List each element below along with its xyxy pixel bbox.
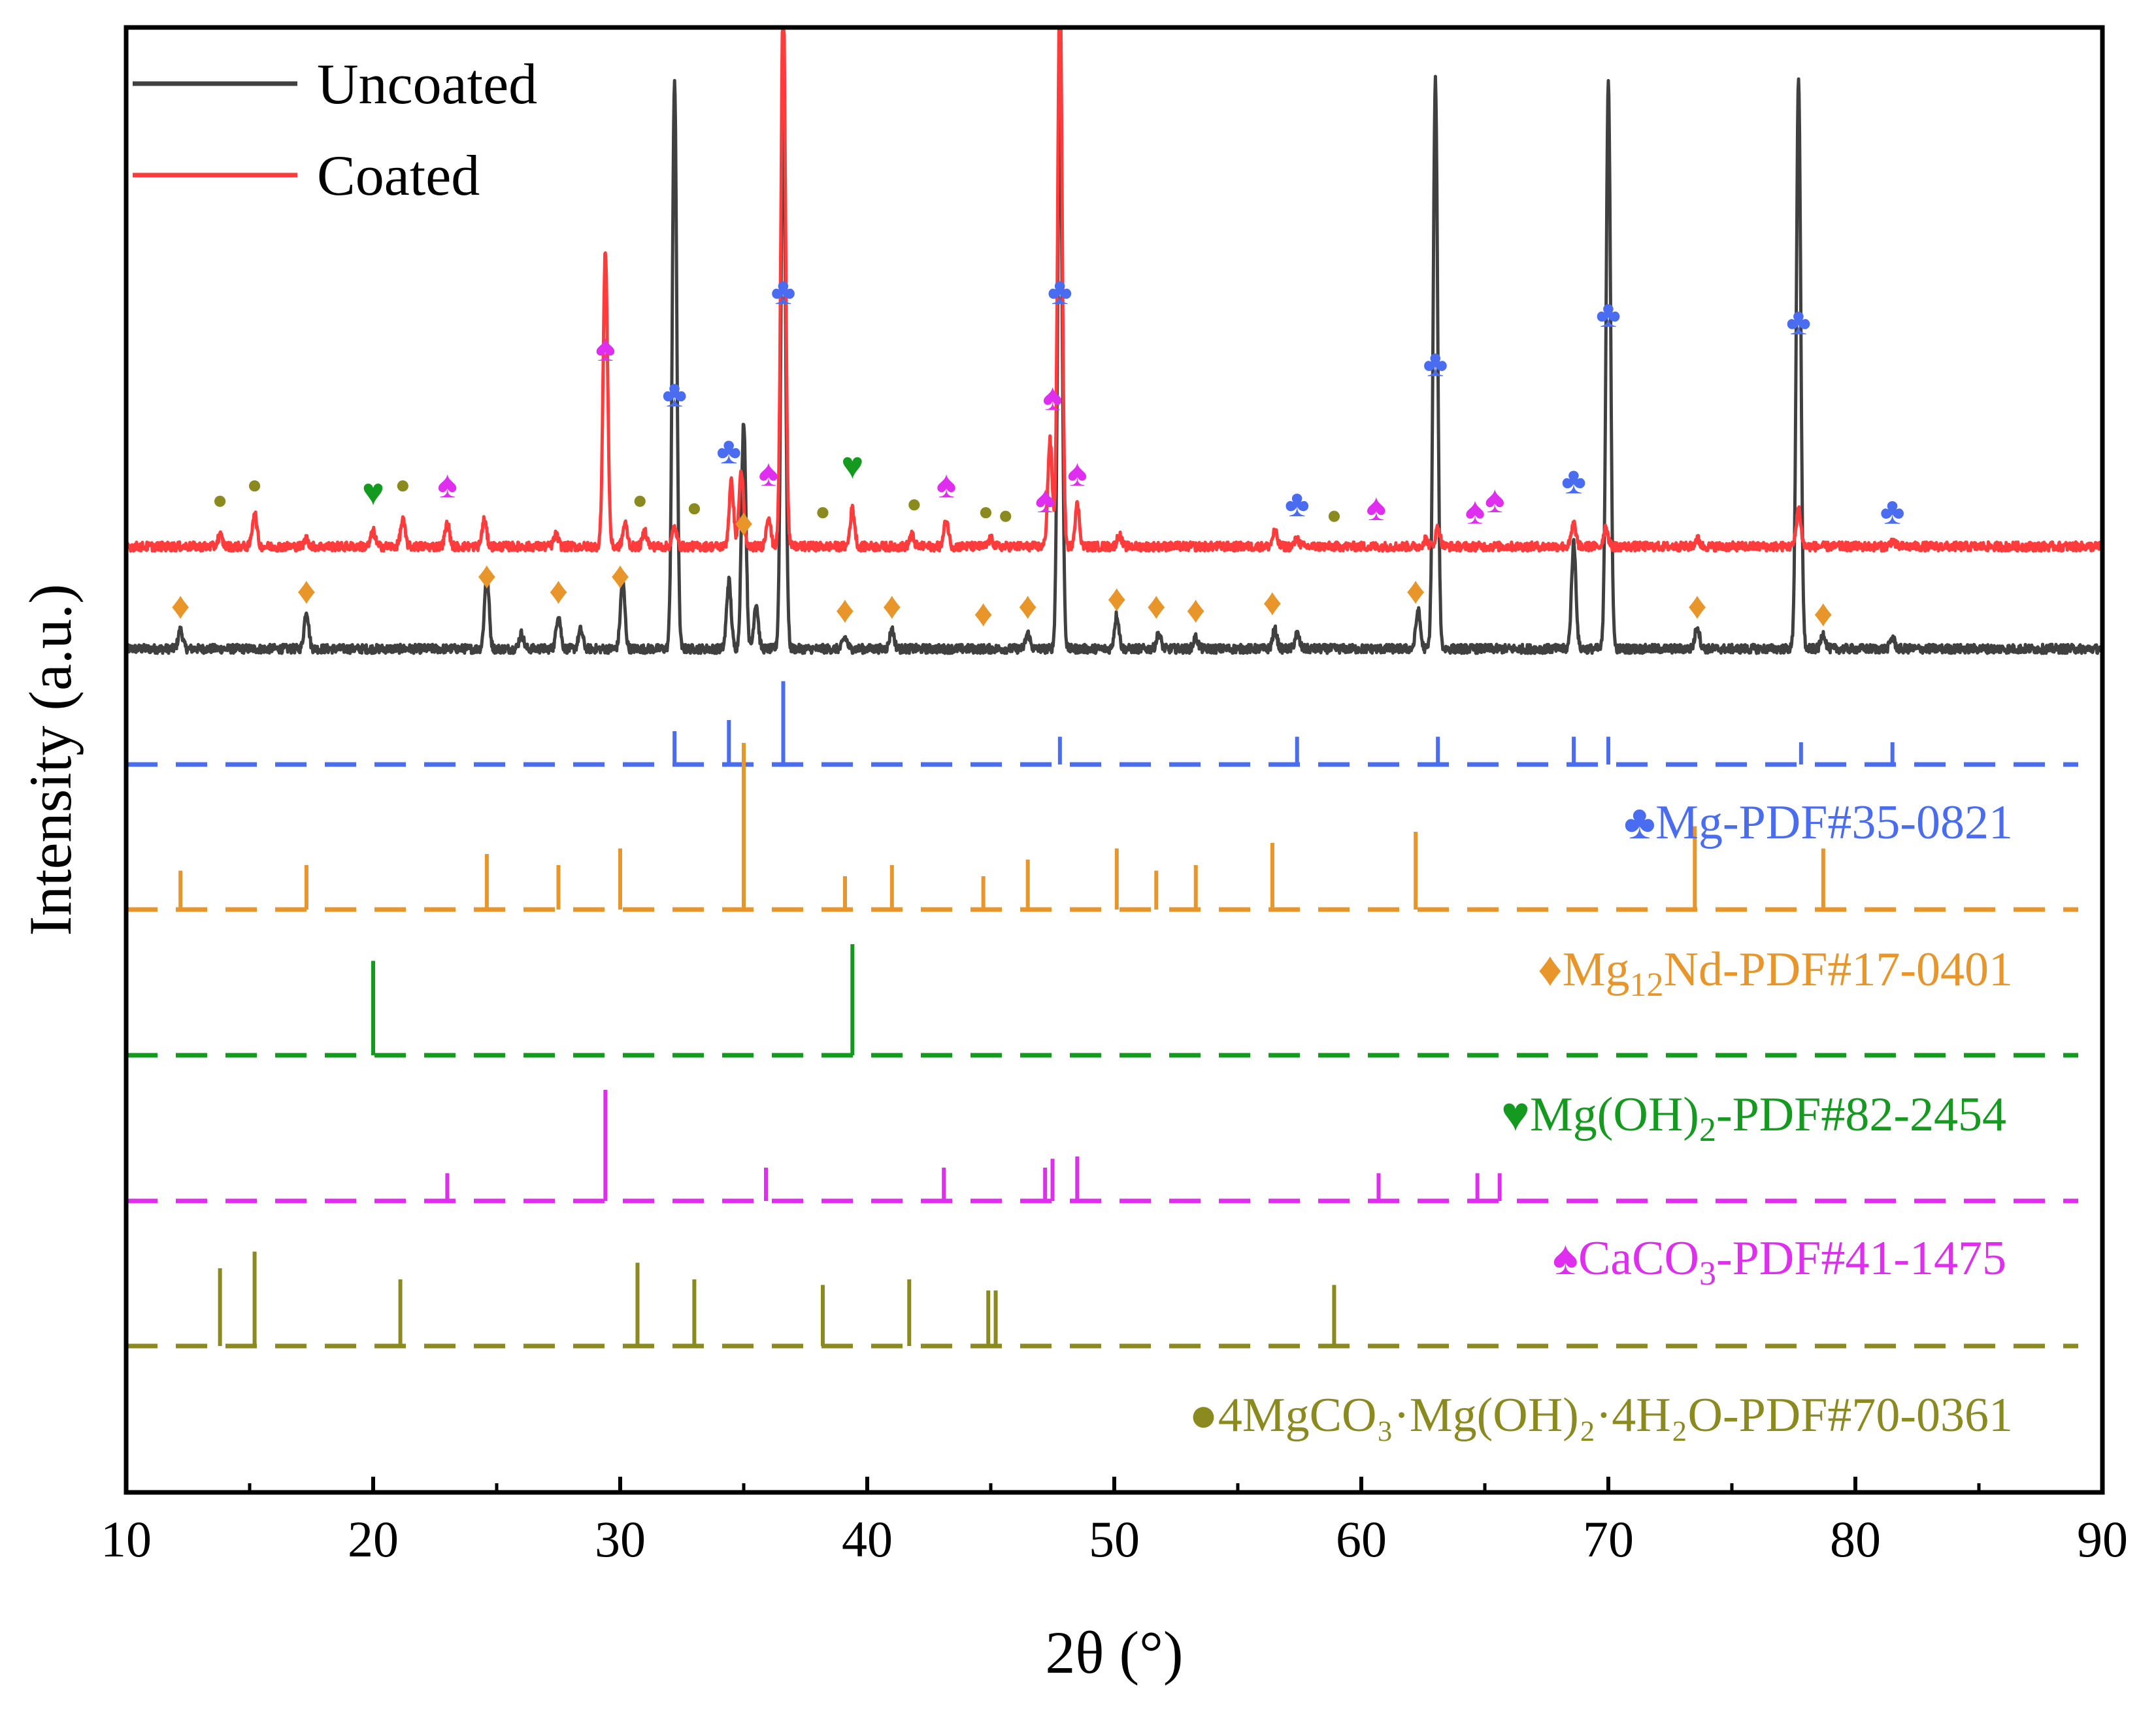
peak-marker: ♣ (1561, 459, 1586, 502)
peak-marker: ♣ (1285, 482, 1310, 525)
peak-marker: ♠ (595, 327, 616, 369)
x-tick-label: 80 (1830, 1511, 1881, 1568)
peak-marker: ♦ (734, 501, 754, 544)
peak-marker: ♠ (758, 452, 778, 495)
peak-marker: ♣ (1786, 301, 1811, 343)
ref-label-caco3: ♠CaCO3-PDF#41-1475 (1553, 1232, 2006, 1292)
y-axis-title: Intensity (a.u.) (17, 583, 84, 936)
peak-marker: ♦ (1018, 585, 1038, 627)
peak-marker: ♦ (1263, 581, 1282, 623)
peak-marker: ♦ (549, 569, 569, 612)
peak-marker: ♥ (362, 471, 384, 514)
peak-marker: ♦ (1406, 569, 1425, 612)
x-axis-title: 2θ (°) (1045, 1619, 1183, 1686)
x-tick-label: 20 (348, 1511, 399, 1568)
peak-marker: ♠ (1465, 490, 1485, 533)
peak-marker: ● (1326, 501, 1342, 530)
ref-label-hydromagnesite: ●4MgCO₃·Mg(OH)₂·4H₂O-PDF#70-0361 (1189, 1388, 2013, 1442)
peak-marker: ♣ (1596, 293, 1621, 335)
peak-marker: ♣ (1880, 490, 1905, 533)
series-lines (124, 28, 2104, 655)
peak-marker: ♦ (1107, 577, 1127, 619)
reference-patterns (126, 681, 2078, 1349)
heart-icon: ♥ (1501, 1088, 1530, 1142)
peak-marker: ♣ (716, 429, 741, 472)
reference-pattern (126, 1251, 2078, 1349)
ref-label-mg12nd: ♦Mg12Nd-PDF#17-0401 (1538, 943, 2013, 1004)
peak-marker: ♦ (1814, 592, 1833, 634)
reference-pattern (126, 681, 2078, 767)
peak-marker: ♦ (1186, 588, 1206, 631)
peak-annotations: ♣♣♣ ♣♣♣♣♣ ♣♣♦ ♦ ♦ ♦ ♦♦♦ ♦ ♦ ♦ ♦ ♦ ♦ ♦ ♦ ♦ ♦♥♥♠♠♠ ♠ ♠♠♠♠ ♠ ♠●… (171, 270, 1904, 634)
reference-pattern (126, 1090, 2078, 1204)
peak-marker: ♦ (882, 585, 902, 627)
diamond-icon: ♦ (1538, 943, 1563, 996)
peak-marker: ● (246, 470, 262, 499)
peak-marker: ♦ (610, 554, 630, 597)
peak-marker: ♠ (1067, 452, 1087, 495)
peak-marker: ● (212, 485, 228, 514)
peak-marker: ● (395, 470, 410, 499)
peak-marker: ♦ (1146, 585, 1166, 627)
x-axis-ticks: 10 20 30 40 50 60 70 80 90 (101, 1477, 2128, 1568)
peak-marker: ♣ (1048, 270, 1072, 312)
reference-pattern (126, 743, 2078, 912)
peak-marker: ● (978, 497, 993, 526)
club-icon: ♣ (1624, 796, 1656, 849)
ref-label-mg: ♣Mg-PDF#35-0821 (1624, 796, 2013, 849)
peak-marker: ♦ (477, 554, 497, 597)
peak-marker: ♦ (1687, 585, 1707, 627)
peak-marker: ● (686, 493, 702, 522)
x-tick-label: 10 (101, 1511, 152, 1568)
spade-icon: ♠ (1553, 1232, 1578, 1285)
x-tick-label: 90 (2077, 1511, 2128, 1568)
peak-marker: ♠ (1485, 478, 1505, 521)
x-tick-label: 30 (595, 1511, 646, 1568)
legend-label-coated: Coated (317, 144, 480, 208)
dot-icon: ● (1189, 1388, 1218, 1442)
x-tick-label: 40 (842, 1511, 893, 1568)
reference-labels: ♣Mg-PDF#35-0821 ♦Mg12Nd-PDF#17-0401 ♥Mg(… (1189, 796, 2013, 1442)
peak-marker: ♠ (937, 463, 957, 506)
series-line-coated (125, 28, 2104, 553)
peak-marker: ● (632, 485, 648, 514)
peak-marker: ♠ (1035, 478, 1055, 521)
x-tick-label: 60 (1336, 1511, 1387, 1568)
peak-marker: ♣ (771, 270, 795, 312)
peak-marker: ♥ (841, 444, 863, 487)
peak-marker: ♠ (1366, 486, 1386, 529)
ref-label-mgoh2: ♥Mg(OH)2-PDF#82-2454 (1501, 1088, 2006, 1149)
reference-pattern (126, 944, 2078, 1058)
series-line-uncoated (124, 74, 2104, 655)
peak-marker: ♣ (1423, 342, 1448, 384)
peak-marker: ● (815, 497, 831, 526)
legend-label-uncoated: Uncoated (317, 53, 537, 116)
peak-marker: ♦ (171, 585, 190, 627)
x-tick-label: 50 (1089, 1511, 1140, 1568)
peak-marker: ♠ (437, 463, 457, 506)
peak-marker: ● (998, 501, 1014, 530)
peak-marker: ● (906, 489, 922, 518)
peak-marker: ♦ (297, 569, 316, 612)
x-tick-label: 70 (1583, 1511, 1634, 1568)
peak-marker: ♦ (974, 592, 993, 634)
peak-marker: ♣ (662, 372, 687, 415)
peak-marker: ♦ (835, 588, 855, 631)
peak-marker: ♠ (1042, 376, 1063, 419)
legend: Uncoated Coated (133, 53, 537, 208)
